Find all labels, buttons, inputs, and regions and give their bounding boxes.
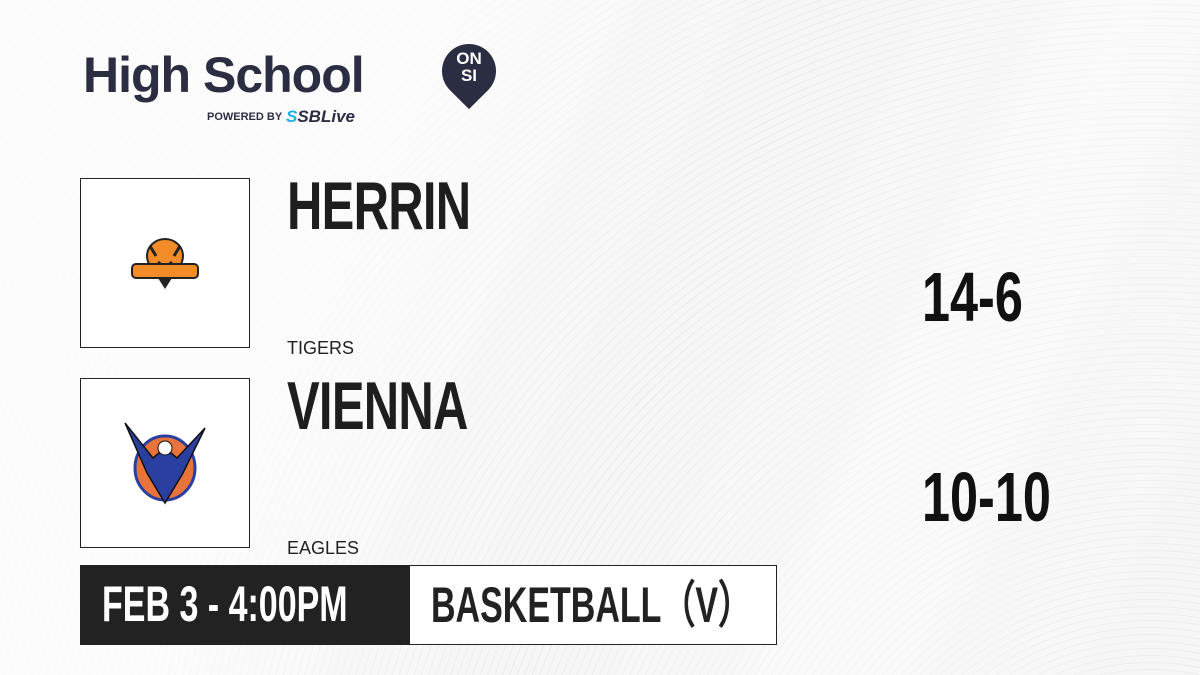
brand-title: High School	[83, 47, 365, 103]
team-name-herrin: HERRIN	[287, 168, 471, 244]
team-mascot-vienna: EAGLES	[287, 538, 360, 558]
on-si-badge: ON SI	[442, 50, 496, 84]
tiger-logo-icon	[131, 238, 199, 289]
badge-line-1: ON	[456, 49, 482, 68]
game-sport: BASKETBALL（V）	[431, 577, 753, 633]
sblive-mark: S	[286, 107, 298, 126]
eagle-logo-icon	[124, 422, 206, 505]
team-mascot-herrin: TIGERS	[287, 338, 355, 358]
team-logo-vienna	[80, 378, 250, 548]
powered-by-label: POWERED BY	[207, 111, 283, 123]
badge-line-2: SI	[460, 66, 478, 85]
game-sport-panel: BASKETBALL（V）	[409, 565, 777, 645]
sblive-logo: SSBLive	[286, 107, 355, 127]
sblive-wordmark: SBLive	[297, 107, 355, 126]
game-datetime: FEB 3 - 4:00PM	[102, 576, 348, 632]
team-logo-herrin	[80, 178, 250, 348]
team-record-herrin: 14-6	[922, 258, 1023, 336]
team-record-vienna: 10-10	[922, 458, 1051, 536]
team-name-vienna: VIENNA	[287, 368, 468, 444]
game-datetime-panel: FEB 3 - 4:00PM	[80, 565, 410, 645]
